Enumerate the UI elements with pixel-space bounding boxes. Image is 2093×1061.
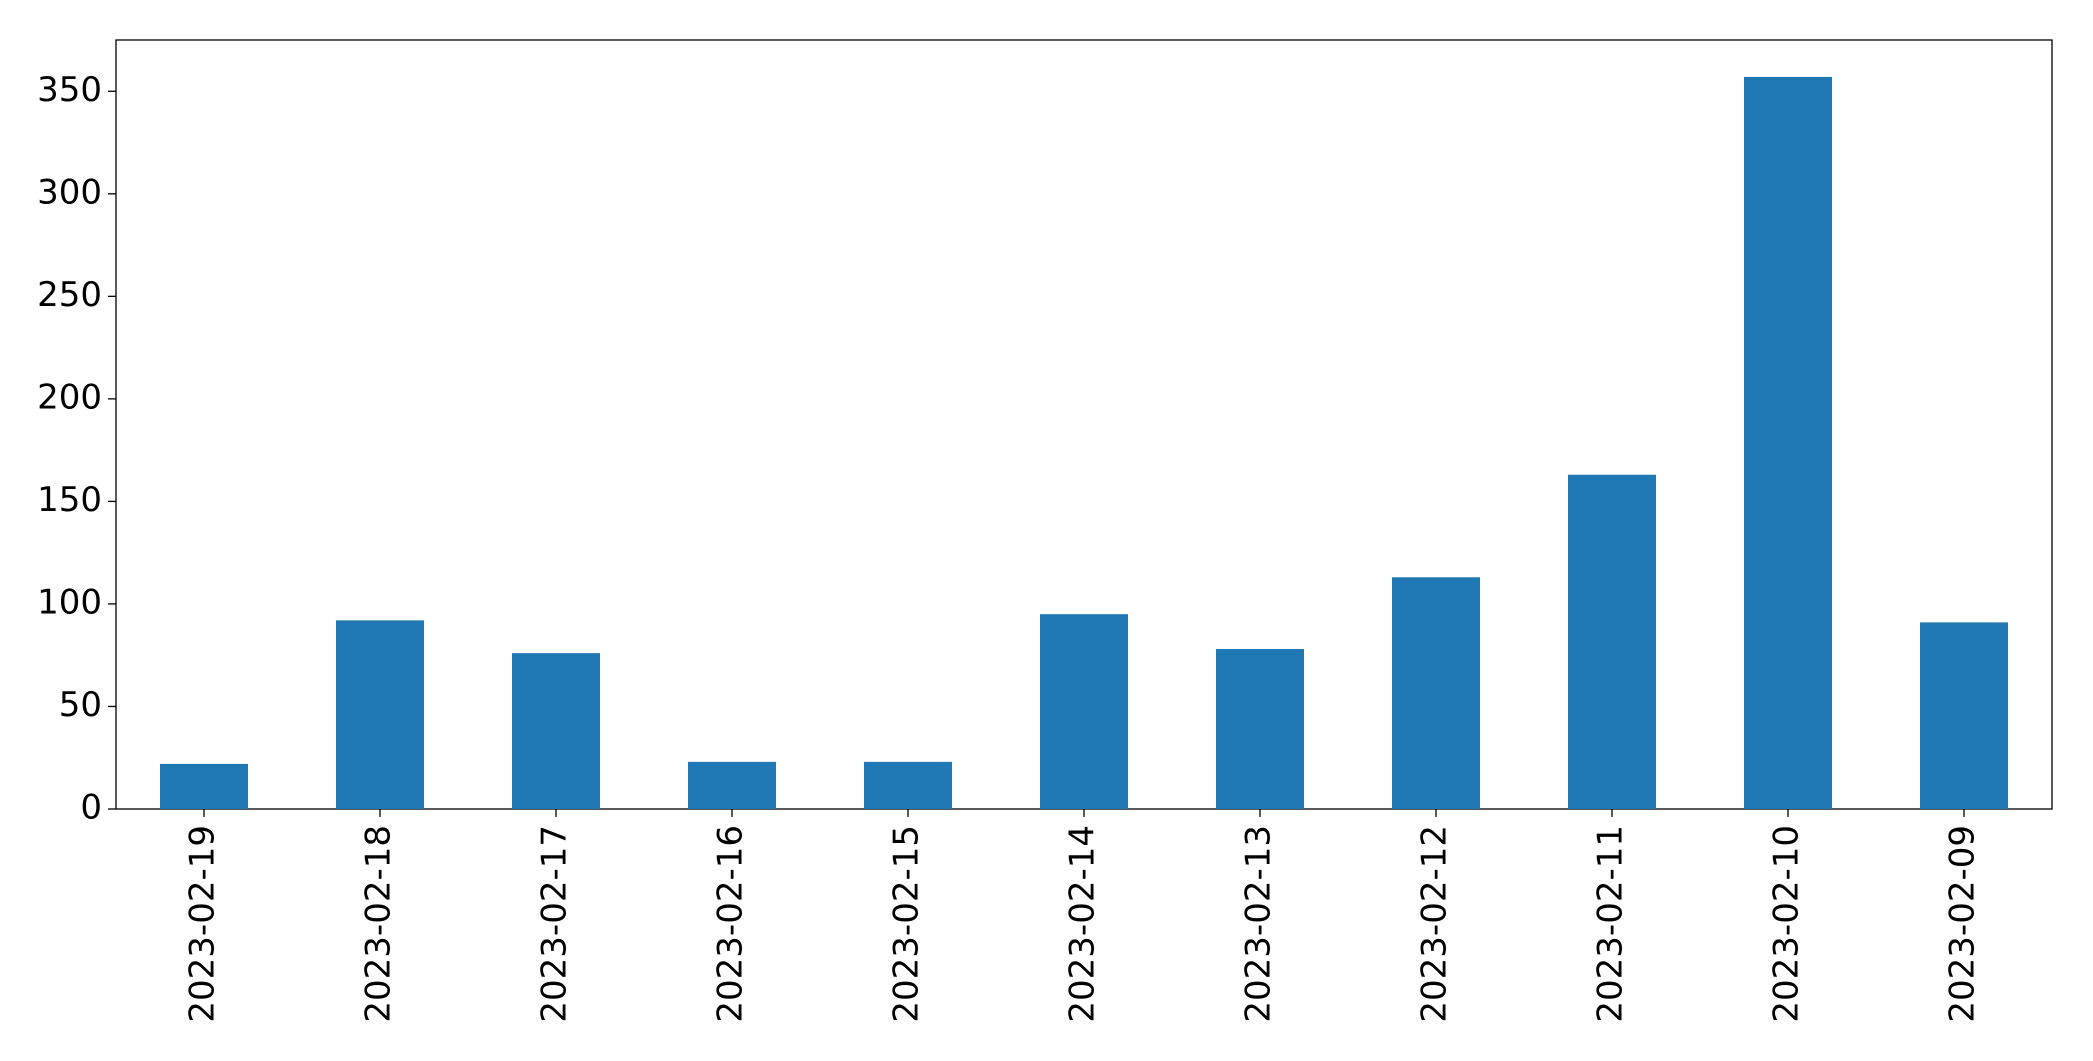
bar	[336, 620, 424, 809]
y-tick-label: 250	[37, 275, 102, 315]
bar	[688, 761, 776, 809]
x-tick-label: 2023-02-15	[887, 825, 927, 1023]
y-tick-label: 100	[37, 582, 102, 622]
bar	[160, 763, 248, 809]
y-tick-label: 350	[37, 70, 102, 110]
bar	[1744, 76, 1832, 810]
y-tick-label: 300	[37, 172, 102, 212]
x-tick-label: 2023-02-14	[1063, 825, 1103, 1023]
bar	[864, 761, 952, 809]
x-tick-label: 2023-02-11	[1591, 825, 1631, 1023]
bar	[1392, 577, 1480, 809]
bar	[1040, 614, 1128, 809]
x-tick-label: 2023-02-17	[535, 825, 575, 1023]
x-tick-label: 2023-02-19	[183, 825, 223, 1023]
bar	[512, 653, 600, 809]
x-tick-label: 2023-02-18	[359, 825, 399, 1023]
bar	[1216, 649, 1304, 809]
bar	[1568, 474, 1656, 809]
y-tick-label: 0	[80, 788, 102, 828]
x-tick-label: 2023-02-16	[711, 825, 751, 1023]
x-tick-label: 2023-02-12	[1415, 825, 1455, 1023]
y-tick-label: 150	[37, 480, 102, 520]
y-tick-label: 50	[59, 685, 102, 725]
bar	[1920, 622, 2008, 809]
x-tick-label: 2023-02-13	[1239, 825, 1279, 1023]
x-tick-label: 2023-02-09	[1943, 825, 1983, 1023]
y-tick-label: 200	[37, 377, 102, 417]
x-tick-label: 2023-02-10	[1767, 825, 1807, 1023]
